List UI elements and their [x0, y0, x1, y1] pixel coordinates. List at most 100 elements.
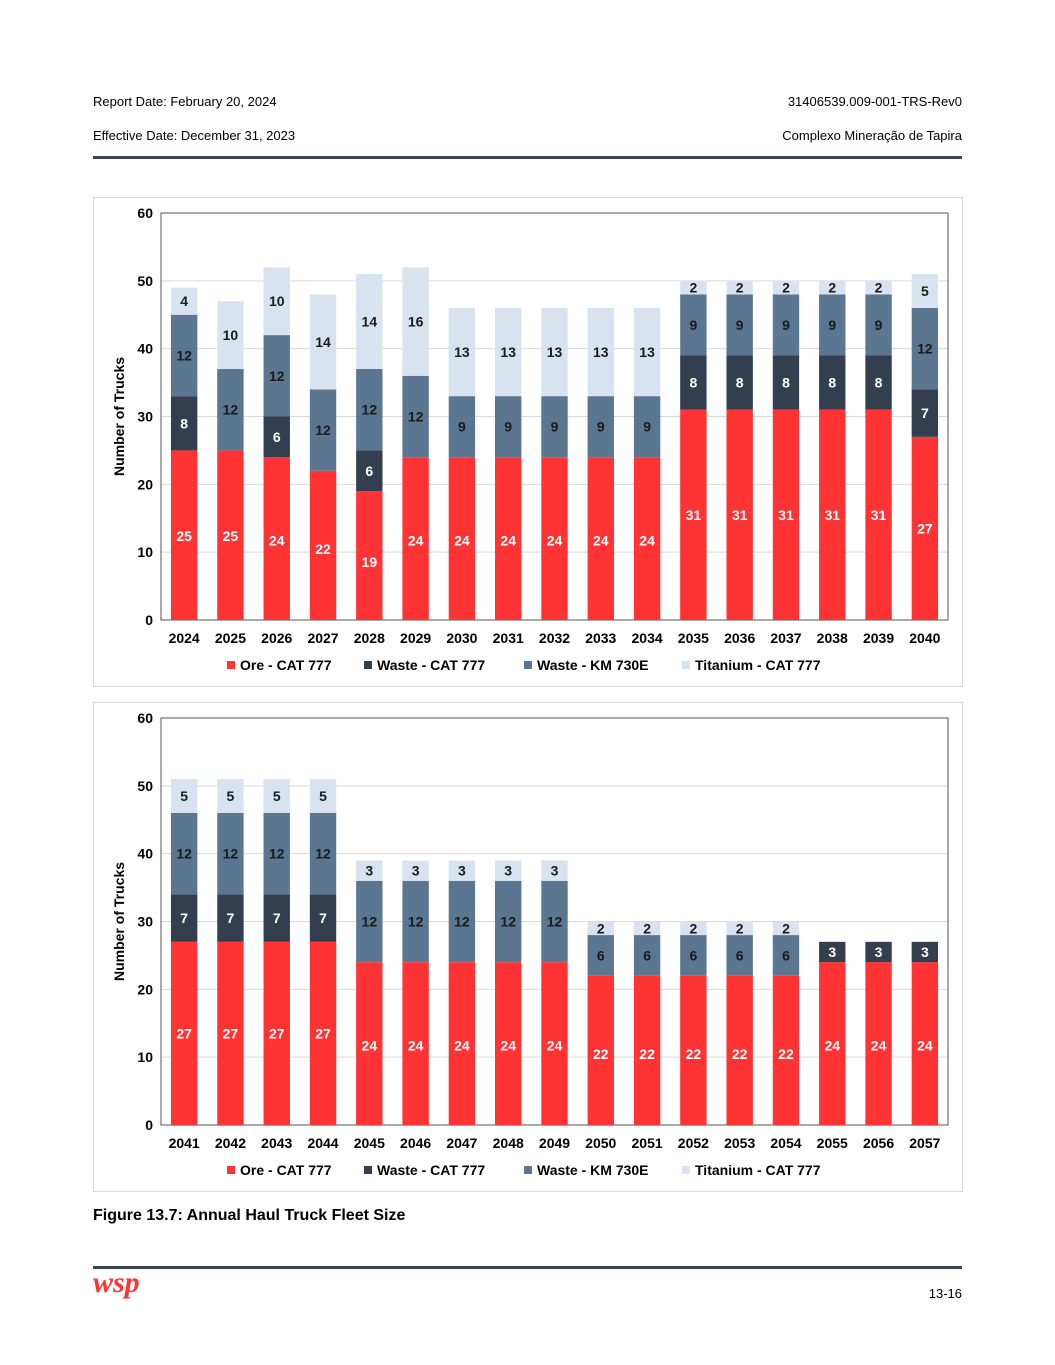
- data-label: 2: [597, 920, 605, 936]
- bar-waste-km-730e: [448, 396, 476, 458]
- data-label: 13: [547, 344, 563, 360]
- bar-waste-km-730e: [633, 935, 661, 976]
- x-tick-label: 2048: [493, 1135, 524, 1151]
- bar-waste-km-730e: [772, 294, 800, 356]
- legend-swatch: [682, 1166, 690, 1174]
- x-tick-label: 2029: [400, 630, 431, 646]
- x-tick-label: 2053: [724, 1135, 755, 1151]
- bar-waste-km-730e: [402, 375, 429, 458]
- bar-titanium-cat-777: [217, 301, 244, 370]
- bar-ore-cat-777: [726, 975, 753, 1125]
- bar-ore-cat-777: [448, 962, 476, 1125]
- bar-titanium-cat-777: [819, 280, 846, 295]
- x-tick-label: 2045: [354, 1135, 385, 1151]
- x-tick-label: 2032: [539, 630, 570, 646]
- bar-titanium-cat-777: [263, 267, 290, 336]
- data-label: 22: [778, 1046, 794, 1062]
- x-tick-label: 2035: [678, 630, 709, 646]
- bar-titanium-cat-777: [772, 921, 800, 936]
- data-label: 3: [365, 863, 373, 879]
- data-label: 12: [176, 846, 192, 862]
- bar-titanium-cat-777: [495, 860, 522, 881]
- x-tick-label: 2037: [770, 630, 801, 646]
- data-label: 3: [828, 944, 836, 960]
- legend-swatch: [524, 661, 532, 669]
- data-label: 7: [319, 910, 327, 926]
- bar-ore-cat-777: [309, 941, 337, 1125]
- data-label: 14: [315, 334, 331, 350]
- data-label: 31: [686, 507, 702, 523]
- bar-waste-cat-777: [680, 355, 707, 410]
- data-label: 9: [875, 317, 883, 333]
- data-label: 8: [180, 415, 188, 431]
- data-label: 10: [269, 293, 285, 309]
- data-label: 12: [315, 846, 331, 862]
- wsp-logo: wsp: [93, 1266, 163, 1315]
- y-tick-label: 60: [137, 205, 153, 221]
- data-label: 6: [365, 463, 373, 479]
- data-label: 24: [408, 532, 424, 548]
- bar-waste-cat-777: [772, 355, 800, 410]
- legend-label: Titanium - CAT 777: [695, 657, 821, 673]
- bar-ore-cat-777: [263, 457, 290, 620]
- bar-ore-cat-777: [633, 457, 661, 620]
- bar-ore-cat-777: [170, 450, 198, 620]
- bar-waste-km-730e: [587, 396, 614, 458]
- legend-swatch: [227, 1166, 235, 1174]
- legend-swatch: [682, 661, 690, 669]
- data-label: 27: [315, 1025, 331, 1041]
- data-label: 9: [504, 419, 512, 435]
- data-label: 12: [362, 402, 378, 418]
- legend-label: Waste - CAT 777: [377, 1162, 485, 1178]
- y-axis-label: Number of Trucks: [111, 357, 127, 476]
- data-label: 31: [732, 507, 748, 523]
- page-number: 13-16: [928, 1286, 962, 1301]
- data-label: 2: [782, 280, 790, 296]
- bar-ore-cat-777: [217, 941, 244, 1125]
- data-label: 31: [871, 507, 887, 523]
- chart-2024-2040: 0 10 20 30 40 50 60 Number of Trucks 25 8 12 4 2024 2…: [93, 197, 963, 687]
- project-name: Complexo Mineração de Tapira: [782, 128, 962, 143]
- data-label: 6: [782, 947, 790, 963]
- bar-ore-cat-777: [448, 457, 476, 620]
- bar-waste-cat-777: [865, 355, 892, 410]
- bar-waste-km-730e: [680, 935, 707, 976]
- bar-titanium-cat-777: [726, 921, 753, 936]
- y-tick-label: 0: [145, 612, 153, 628]
- data-label: 12: [454, 914, 470, 930]
- bar-titanium-cat-777: [587, 921, 614, 936]
- bar-titanium-cat-777: [170, 287, 198, 315]
- x-tick-label: 2044: [307, 1135, 338, 1151]
- data-label: 25: [176, 528, 192, 544]
- x-tick-label: 2056: [863, 1135, 894, 1151]
- bar-waste-km-730e: [356, 369, 383, 451]
- bar-titanium-cat-777: [448, 860, 476, 881]
- data-label: 24: [454, 1037, 470, 1053]
- bar-waste-cat-777: [263, 894, 290, 942]
- data-label: 6: [597, 947, 605, 963]
- data-label: 9: [689, 317, 697, 333]
- data-label: 31: [824, 507, 840, 523]
- data-label: 24: [917, 1037, 933, 1053]
- bar-titanium-cat-777: [356, 860, 383, 881]
- report-id: 31406539.009-001-TRS-Rev0: [787, 94, 962, 109]
- bar-titanium-cat-777: [680, 280, 707, 295]
- data-label: 8: [689, 375, 697, 391]
- x-tick-label: 2047: [446, 1135, 477, 1151]
- data-label: 3: [412, 863, 420, 879]
- bar-ore-cat-777: [402, 962, 429, 1125]
- x-tick-label: 2026: [261, 630, 292, 646]
- x-tick-label: 2042: [215, 1135, 246, 1151]
- bar-waste-km-730e: [356, 880, 383, 963]
- bar-ore-cat-777: [680, 975, 707, 1125]
- data-label: 3: [921, 944, 929, 960]
- data-label: 12: [362, 914, 378, 930]
- data-label: 9: [736, 317, 744, 333]
- data-label: 16: [408, 314, 424, 330]
- y-tick-label: 50: [137, 273, 153, 289]
- x-tick-label: 2055: [817, 1135, 848, 1151]
- data-label: 5: [180, 788, 188, 804]
- bar-waste-cat-777: [819, 941, 846, 963]
- bar-waste-km-730e: [170, 812, 198, 895]
